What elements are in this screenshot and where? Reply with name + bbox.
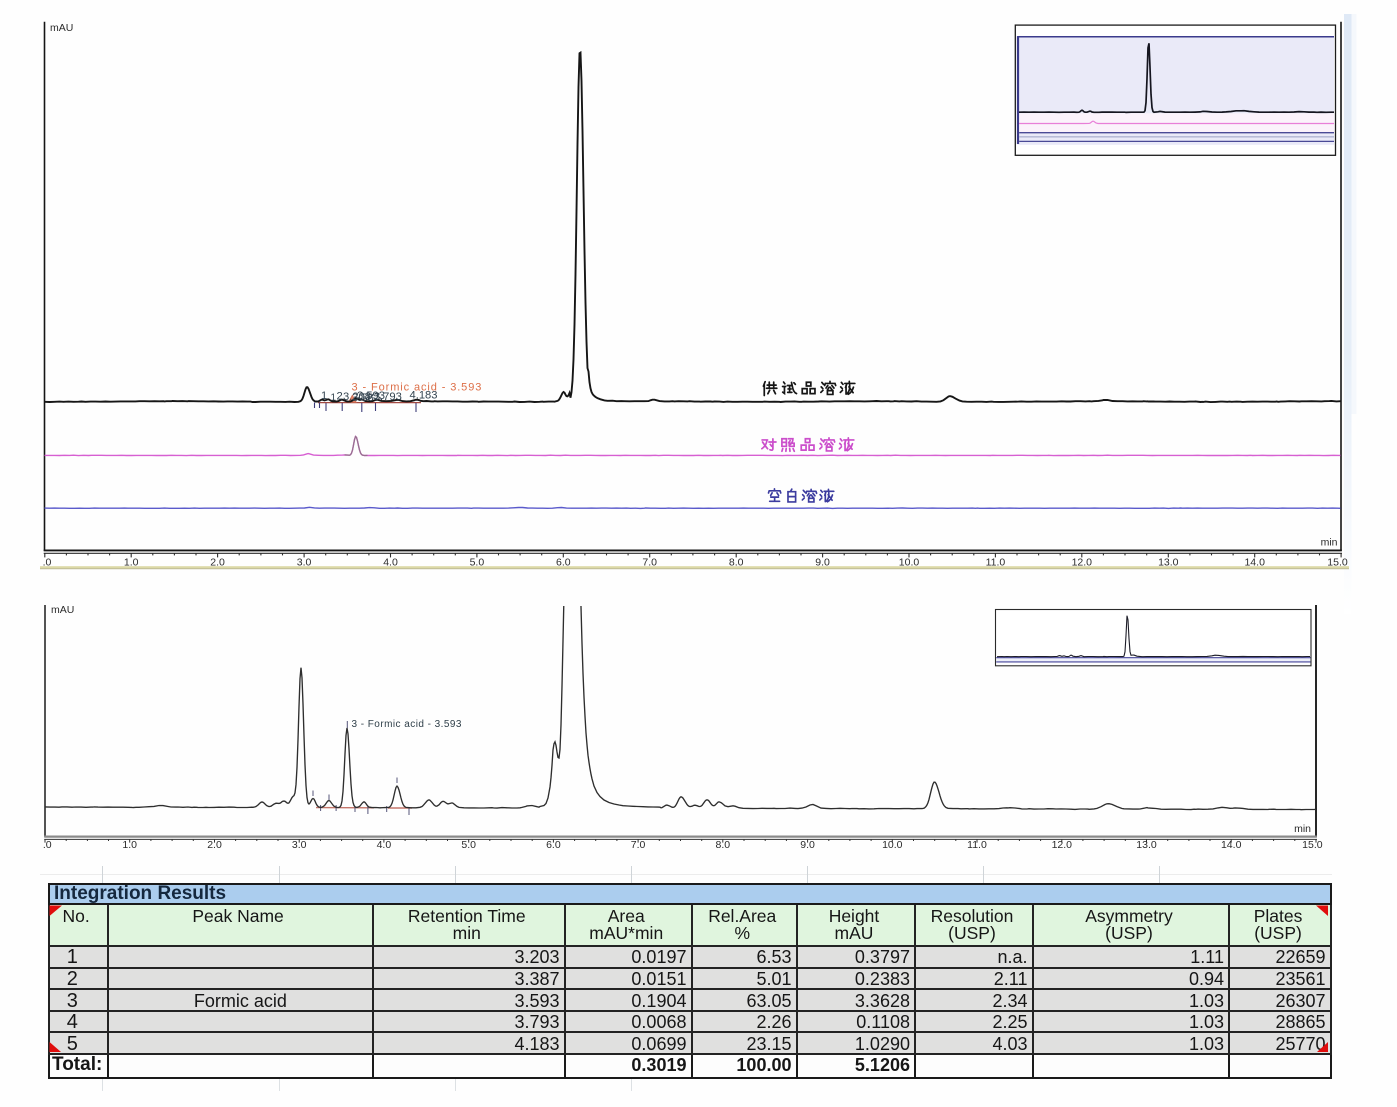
svg-text:13.0: 13.0 [1158,557,1179,569]
svg-text:1.0: 1.0 [122,839,137,851]
svg-text:min: min [1321,537,1338,549]
svg-text:.0: .0 [43,839,52,851]
svg-text:6.0: 6.0 [546,839,561,851]
svg-text:14.0: 14.0 [1221,839,1242,851]
svg-text:11.0: 11.0 [967,839,987,851]
svg-text:3.0: 3.0 [297,557,312,569]
svg-text:1: 1 [321,390,327,402]
svg-text:13.0: 13.0 [1136,839,1157,851]
svg-text:12.0: 12.0 [1052,839,1073,851]
svg-text:.0: .0 [43,557,52,569]
svg-text:4.0: 4.0 [383,557,398,569]
svg-text:10.0: 10.0 [882,839,903,851]
svg-text:15.0: 15.0 [1327,557,1348,569]
svg-text:2: 2 [337,391,343,403]
svg-text:2.0: 2.0 [207,839,222,851]
svg-text:8.0: 8.0 [729,557,744,569]
svg-text:3 - Formic acid - 3.593: 3 - Formic acid - 3.593 [352,719,462,730]
svg-text:11.0: 11.0 [986,557,1006,569]
svg-text:4.183: 4.183 [410,390,438,402]
svg-text:9.0: 9.0 [815,557,830,569]
svg-text:- 3.793: - 3.793 [367,391,402,403]
svg-text:1.0: 1.0 [124,557,139,569]
svg-text:3.0: 3.0 [292,839,307,851]
svg-text:mAU: mAU [50,22,73,34]
svg-text:15.0: 15.0 [1302,839,1323,851]
svg-text:5.0: 5.0 [470,557,485,569]
svg-text:7.0: 7.0 [642,557,657,569]
svg-text:1: 1 [331,393,337,404]
svg-text:14.0: 14.0 [1244,557,1265,569]
svg-text:12.0: 12.0 [1072,557,1093,569]
svg-text:6.0: 6.0 [556,557,571,569]
svg-text:mAU: mAU [51,604,74,616]
svg-text:3 - Formic acid - 3.593: 3 - Formic acid - 3.593 [352,382,483,394]
svg-text:5.0: 5.0 [461,839,476,851]
svg-text:3.593: 3.593 [357,390,385,402]
svg-text:2.0: 2.0 [210,557,225,569]
svg-text:4.0: 4.0 [377,839,392,851]
svg-text:3.387: 3.387 [352,392,380,404]
svg-text:8.0: 8.0 [715,839,730,851]
svg-text:10.0: 10.0 [899,557,920,569]
svg-text:7.0: 7.0 [631,839,646,851]
svg-text:9.0: 9.0 [800,839,815,851]
svg-text:3.203: 3.203 [343,391,371,403]
svg-text:min: min [1294,823,1311,835]
